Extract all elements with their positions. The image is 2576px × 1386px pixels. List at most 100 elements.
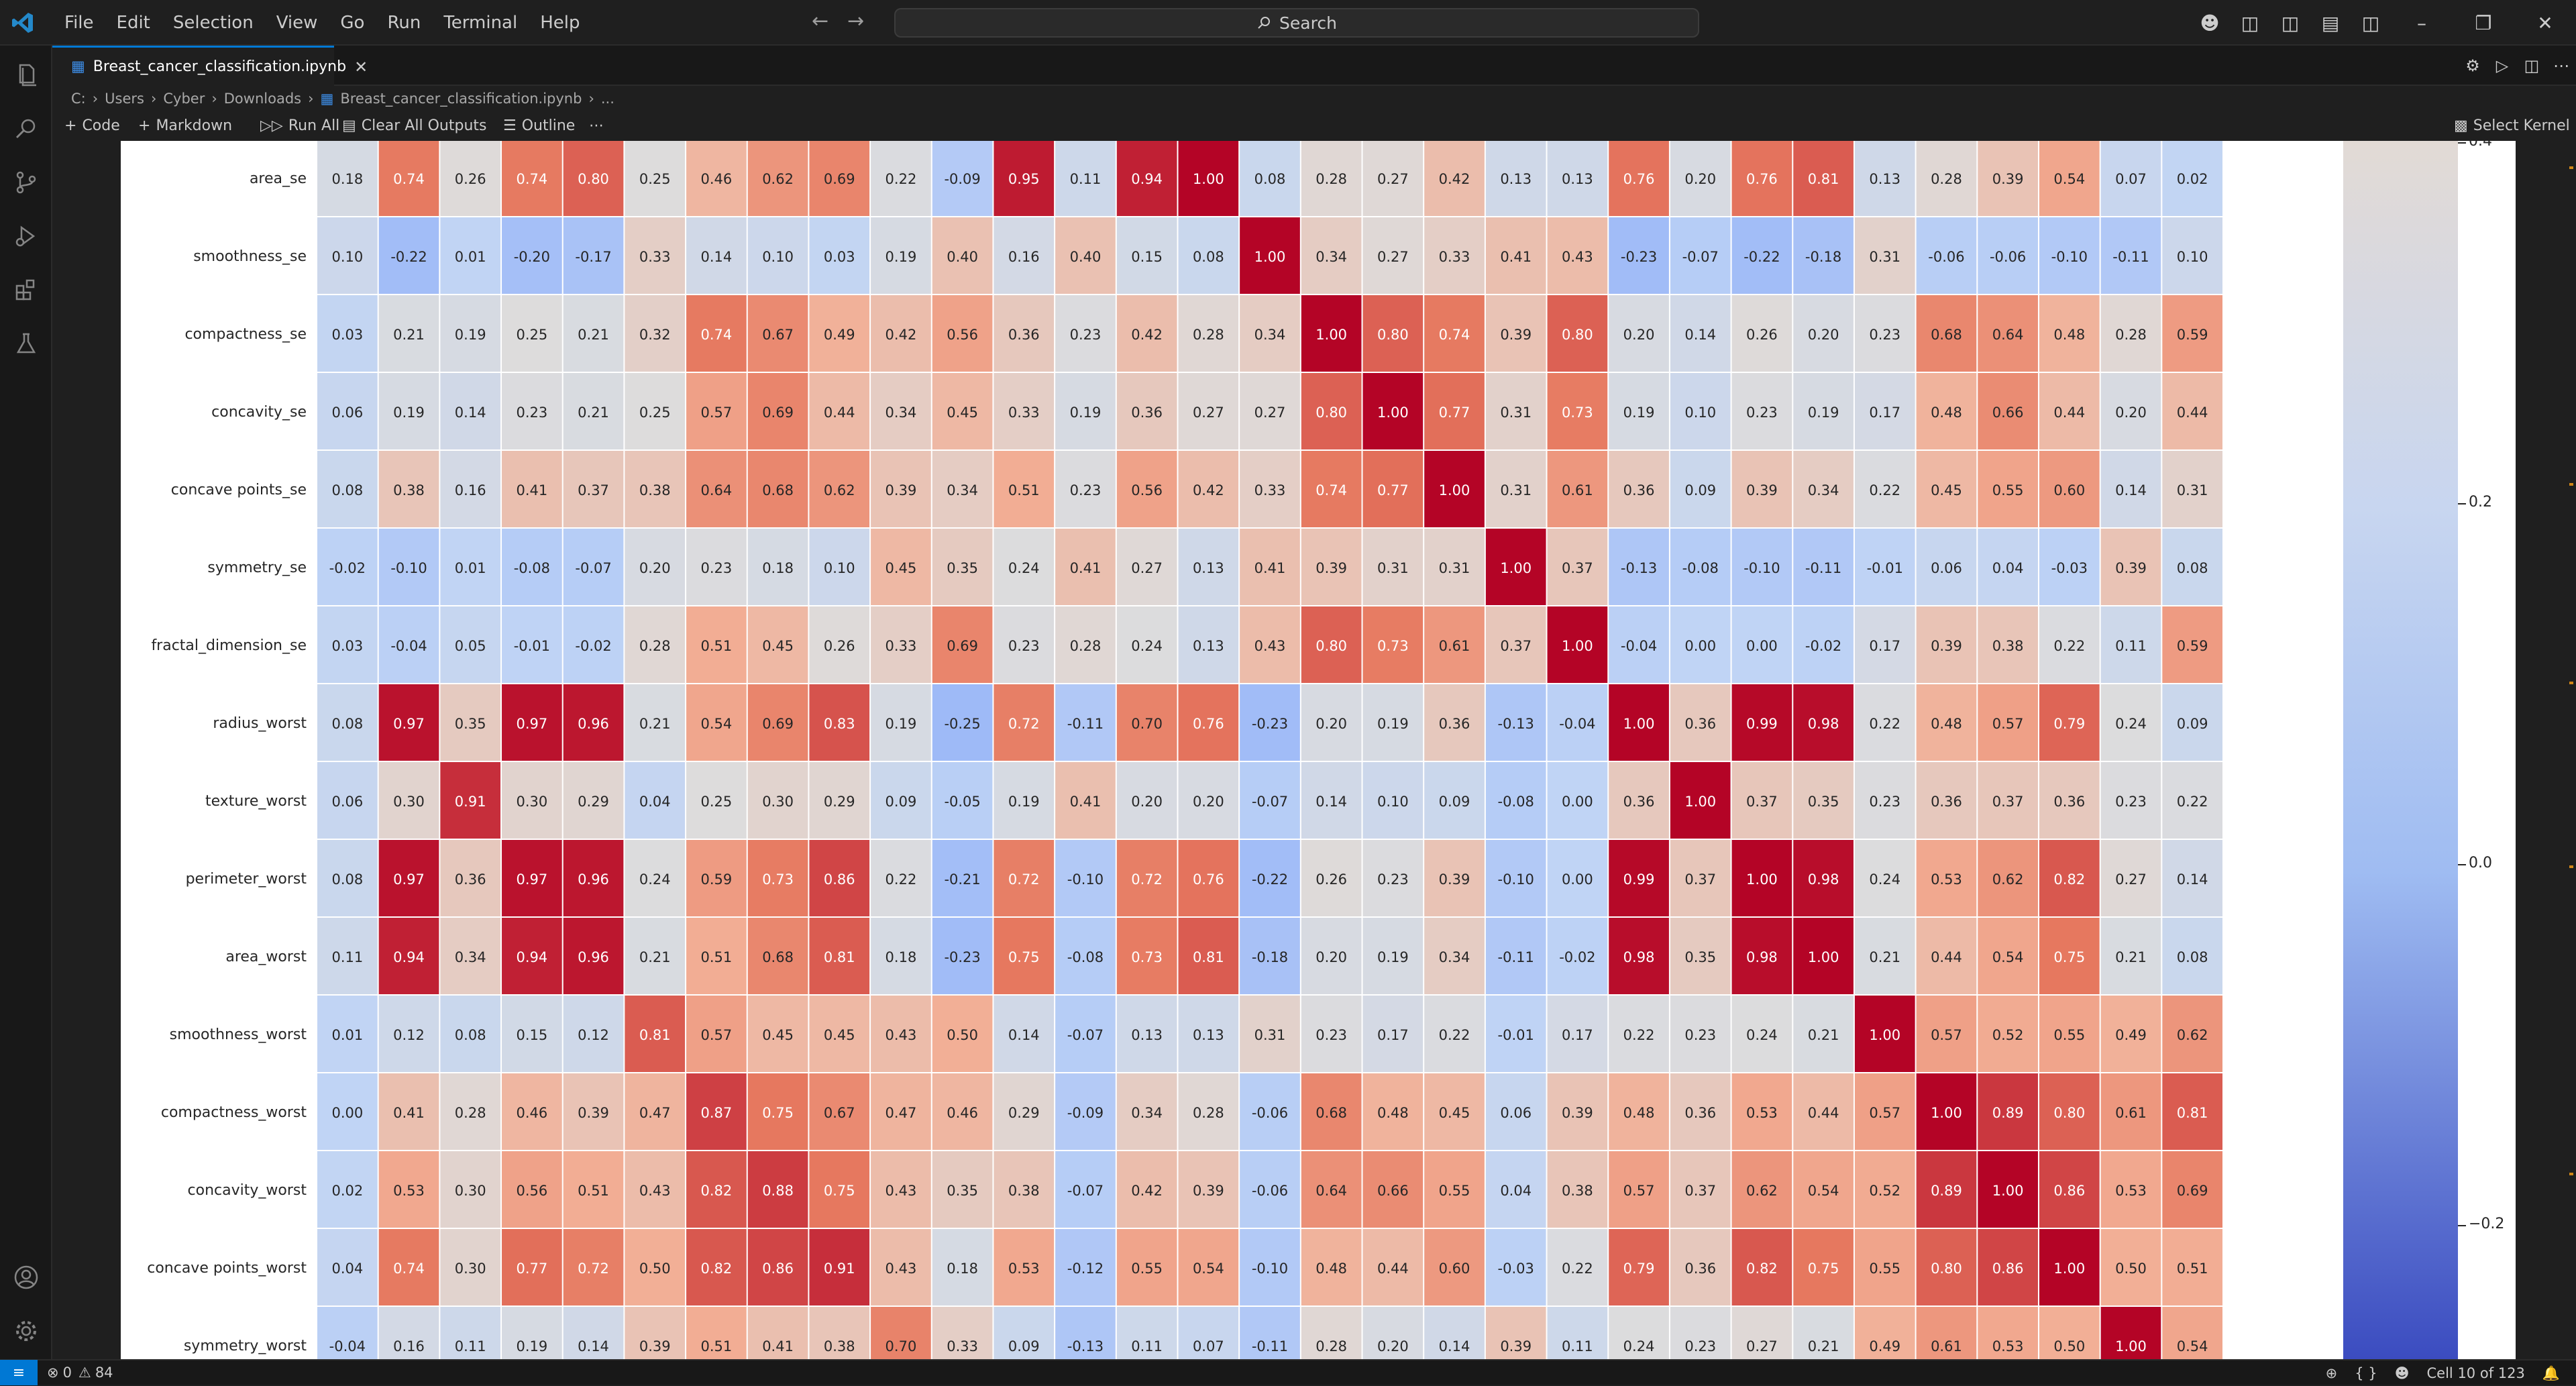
- copilot-icon[interactable]: ☻: [2200, 11, 2220, 34]
- heatmap-cell-label: 0.44: [824, 405, 855, 421]
- heatmap-cell: [1609, 1307, 1669, 1359]
- run-debug-icon[interactable]: [0, 212, 52, 260]
- outline-button[interactable]: ☰ Outline: [503, 111, 575, 140]
- more-actions-icon[interactable]: ⋯: [2553, 56, 2569, 75]
- menu-go[interactable]: Go: [340, 13, 365, 33]
- heatmap-cell-label: 0.80: [1316, 638, 1347, 654]
- heatmap-cell: [1240, 373, 1300, 449]
- heatmap-cell: [1116, 141, 1177, 216]
- heatmap-cell-label: 0.19: [393, 405, 425, 421]
- notifications-icon[interactable]: 🔔: [2542, 1365, 2560, 1381]
- breadcrumb-item[interactable]: Cyber: [163, 91, 205, 107]
- more-toolbar-button[interactable]: ⋯: [589, 111, 604, 140]
- activity-bar: [0, 46, 52, 1359]
- menu-selection[interactable]: Selection: [172, 13, 254, 33]
- breadcrumb-item[interactable]: Breast_cancer_classification.ipynb: [340, 91, 582, 107]
- heatmap-cell: [1116, 1307, 1177, 1359]
- heatmap-cell-label: -0.03: [1498, 1261, 1534, 1277]
- heatmap-cell: [1301, 529, 1362, 605]
- toggle-secondary-sidebar-icon[interactable]: ◫: [2361, 11, 2380, 34]
- menu-help[interactable]: Help: [540, 13, 580, 33]
- breadcrumb-item[interactable]: Downloads: [223, 91, 302, 107]
- add-code-button[interactable]: + Code: [64, 111, 120, 140]
- heatmap-cell: [2039, 1229, 2100, 1305]
- heatmap-cell-label: 0.41: [1070, 794, 1102, 810]
- errors-icon[interactable]: ⊗: [47, 1365, 59, 1381]
- heatmap-cell-label: 0.22: [1439, 1027, 1470, 1043]
- zoom-icon[interactable]: ⊕: [2325, 1365, 2338, 1381]
- heatmap-cell-label: 0.20: [1684, 171, 1716, 187]
- account-icon[interactable]: [0, 1253, 52, 1301]
- forward-arrow-icon[interactable]: →: [847, 9, 865, 33]
- select-kernel-button[interactable]: ▩ Select Kernel: [2454, 111, 2570, 140]
- minimize-icon[interactable]: –: [2417, 11, 2426, 34]
- close-icon[interactable]: ✕: [2537, 11, 2553, 34]
- command-center-search[interactable]: Search: [894, 8, 1699, 38]
- heatmap-cell: [1978, 996, 2038, 1072]
- menu-file[interactable]: File: [64, 13, 94, 33]
- heatmap-cell: [1916, 1151, 1977, 1228]
- add-markdown-button[interactable]: + Markdown: [138, 111, 232, 140]
- heatmap-cell: [502, 1151, 562, 1228]
- heatmap-cell: [2100, 373, 2161, 449]
- breadcrumb-item[interactable]: Users: [105, 91, 144, 107]
- heatmap-row-label: fractal_dimension_se: [151, 637, 307, 654]
- cell-position[interactable]: Cell 10 of 123: [2426, 1365, 2525, 1381]
- menu-view[interactable]: View: [276, 13, 318, 33]
- heatmap-cell-label: 0.55: [1869, 1261, 1900, 1277]
- source-control-icon[interactable]: [0, 158, 52, 207]
- braces-icon[interactable]: { }: [2355, 1365, 2377, 1381]
- search-icon[interactable]: [0, 105, 52, 153]
- heatmap-cell: [932, 1229, 993, 1305]
- remote-indicator-icon[interactable]: ≡: [0, 1360, 38, 1385]
- run-all-button[interactable]: ▷▷ Run All: [260, 111, 339, 140]
- heatmap-cell: [625, 1073, 686, 1150]
- heatmap-cell: [1731, 762, 1792, 839]
- explorer-icon[interactable]: [0, 51, 52, 99]
- heatmap-cell-label: 0.94: [516, 949, 547, 965]
- gear-icon[interactable]: [0, 1307, 52, 1355]
- heatmap-cell: [1793, 141, 1854, 216]
- menu-edit[interactable]: Edit: [116, 13, 150, 33]
- heatmap-cell-label: 0.04: [1500, 1183, 1532, 1199]
- heatmap-cell: [1670, 529, 1731, 605]
- heatmap-cell: [871, 529, 931, 605]
- layout-panel-left-icon[interactable]: ◫: [2241, 11, 2259, 34]
- heatmap-cell: [747, 141, 808, 216]
- heatmap-cell: [1916, 295, 1977, 372]
- heatmap-cell-label: 0.57: [701, 1027, 733, 1043]
- heatmap-cell-label: 0.67: [762, 327, 794, 343]
- clear-outputs-button[interactable]: ▤ Clear All Outputs: [342, 111, 486, 140]
- heatmap-cell-label: -0.04: [1621, 638, 1657, 654]
- menu-run[interactable]: Run: [387, 13, 421, 33]
- split-editor-icon[interactable]: ◫: [2524, 56, 2540, 75]
- warnings-count[interactable]: 84: [95, 1365, 113, 1381]
- heatmap-cell-label: 0.41: [393, 1105, 425, 1121]
- copilot-status-icon[interactable]: ☻: [2394, 1365, 2410, 1381]
- toggle-sidebar-icon[interactable]: ◫: [2281, 11, 2300, 34]
- breadcrumb-item[interactable]: C:: [71, 91, 86, 107]
- back-arrow-icon[interactable]: ←: [812, 9, 829, 33]
- heatmap-cell: [317, 373, 378, 449]
- heatmap-cell: [994, 141, 1055, 216]
- errors-count[interactable]: 0: [62, 1365, 72, 1381]
- editor-scroll-gutter[interactable]: [2522, 141, 2576, 1359]
- toggle-panel-icon[interactable]: ▤: [2321, 11, 2340, 34]
- restore-icon[interactable]: ❐: [2475, 11, 2492, 34]
- heatmap-cell: [809, 1073, 870, 1150]
- run-icon[interactable]: ▷: [2496, 56, 2509, 75]
- menu-terminal[interactable]: Terminal: [443, 13, 518, 33]
- close-tab-icon[interactable]: ✕: [354, 57, 368, 76]
- heatmap-cell: [378, 762, 439, 839]
- warnings-icon[interactable]: ⚠: [78, 1365, 91, 1381]
- breadcrumb-item[interactable]: ...: [600, 91, 614, 107]
- heatmap-cell: [1916, 373, 1977, 449]
- extensions-icon[interactable]: [0, 266, 52, 314]
- heatmap-cell-label: 0.44: [2053, 405, 2085, 421]
- testing-icon[interactable]: [0, 319, 52, 368]
- heatmap-cell: [440, 840, 501, 916]
- tab-notebook[interactable]: ▦ Breast_cancer_classification.ipynb ✕: [52, 46, 368, 86]
- settings-icon[interactable]: ⚙: [2465, 56, 2480, 75]
- heatmap-cell-label: 0.08: [2177, 560, 2208, 576]
- heatmap-cell: [994, 1307, 1055, 1359]
